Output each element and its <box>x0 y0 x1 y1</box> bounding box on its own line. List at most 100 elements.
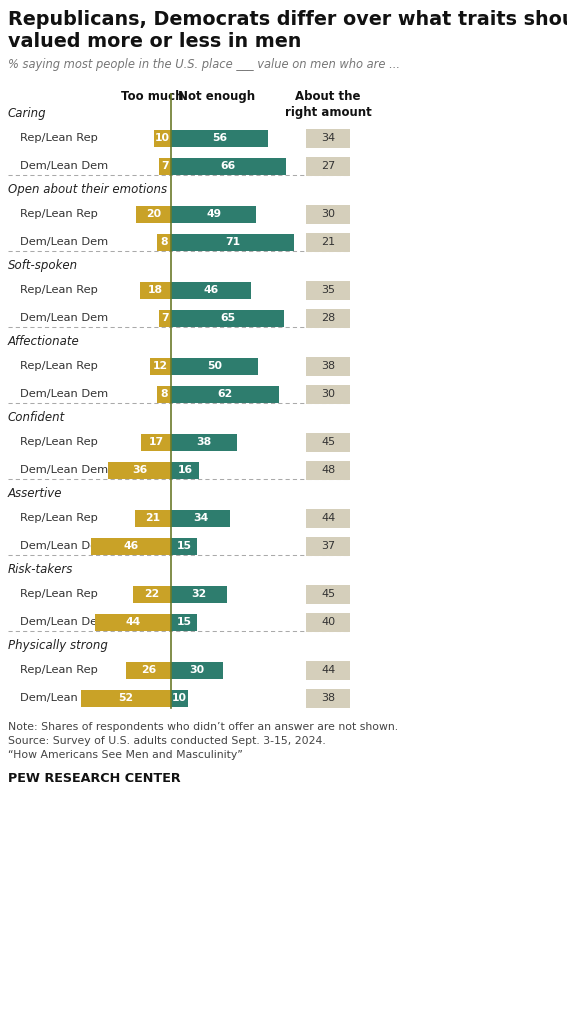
Text: 26: 26 <box>141 665 156 675</box>
Text: valued more or less in men: valued more or less in men <box>8 32 301 51</box>
Bar <box>306 661 350 679</box>
Text: Rep/Lean Rep: Rep/Lean Rep <box>20 361 98 371</box>
Text: Not enough: Not enough <box>177 90 255 103</box>
Text: Rep/Lean Rep: Rep/Lean Rep <box>20 133 98 143</box>
Text: 21: 21 <box>321 237 335 247</box>
Bar <box>306 356 350 375</box>
Text: Dem/Lean Dem: Dem/Lean Dem <box>20 617 108 627</box>
Text: 7: 7 <box>161 313 169 323</box>
Bar <box>171 434 237 450</box>
Text: 32: 32 <box>191 589 206 599</box>
Text: 15: 15 <box>176 541 192 551</box>
Text: 30: 30 <box>321 389 335 399</box>
Text: 44: 44 <box>125 617 141 627</box>
Text: 38: 38 <box>196 437 211 447</box>
Text: 8: 8 <box>160 389 168 399</box>
Bar <box>306 460 350 480</box>
Text: 44: 44 <box>321 513 335 523</box>
Text: Rep/Lean Rep: Rep/Lean Rep <box>20 513 98 523</box>
Bar <box>171 585 227 603</box>
Bar <box>133 585 171 603</box>
Text: 34: 34 <box>193 513 208 523</box>
Bar <box>306 613 350 631</box>
Bar <box>306 584 350 604</box>
Text: 8: 8 <box>160 237 168 247</box>
Text: Open about their emotions: Open about their emotions <box>8 183 167 196</box>
Bar <box>154 130 171 146</box>
Text: % saying most people in the U.S. place ___ value on men who are ...: % saying most people in the U.S. place _… <box>8 58 400 71</box>
Text: 35: 35 <box>321 285 335 295</box>
Text: Rep/Lean Rep: Rep/Lean Rep <box>20 285 98 295</box>
Text: 71: 71 <box>225 237 240 247</box>
Text: 20: 20 <box>146 209 161 219</box>
Text: 10: 10 <box>172 693 187 703</box>
Text: Rep/Lean Rep: Rep/Lean Rep <box>20 209 98 219</box>
Text: 18: 18 <box>148 285 163 295</box>
Text: 30: 30 <box>321 209 335 219</box>
Text: Rep/Lean Rep: Rep/Lean Rep <box>20 437 98 447</box>
Text: Assertive: Assertive <box>8 487 62 500</box>
Text: 44: 44 <box>321 665 335 675</box>
Text: 50: 50 <box>207 361 222 371</box>
Text: “How Americans See Men and Masculinity”: “How Americans See Men and Masculinity” <box>8 750 243 760</box>
Text: 65: 65 <box>220 313 235 323</box>
Text: About the
right amount: About the right amount <box>285 90 371 119</box>
Bar <box>108 461 171 479</box>
Text: Confident: Confident <box>8 411 65 424</box>
Bar <box>150 357 171 374</box>
Text: 45: 45 <box>321 589 335 599</box>
Bar <box>171 461 199 479</box>
Text: Dem/Lean Dem: Dem/Lean Dem <box>20 313 108 323</box>
Text: 56: 56 <box>212 133 227 143</box>
Text: Soft-spoken: Soft-spoken <box>8 259 78 272</box>
Text: Too much: Too much <box>121 90 184 103</box>
Bar <box>91 537 171 554</box>
Text: Republicans, Democrats differ over what traits should be: Republicans, Democrats differ over what … <box>8 10 567 29</box>
Bar <box>306 508 350 528</box>
Bar <box>171 537 197 554</box>
Bar <box>171 158 286 175</box>
Bar <box>171 614 197 630</box>
Bar <box>306 157 350 176</box>
Text: 46: 46 <box>124 541 139 551</box>
Bar <box>142 434 171 450</box>
Bar <box>171 233 294 251</box>
Bar <box>306 688 350 708</box>
Bar <box>95 614 171 630</box>
Bar <box>134 509 171 527</box>
Text: Physically strong: Physically strong <box>8 639 108 652</box>
Text: 38: 38 <box>321 361 335 371</box>
Bar <box>306 280 350 300</box>
Text: 37: 37 <box>321 541 335 551</box>
Text: Dem/Lean Dem: Dem/Lean Dem <box>20 161 108 171</box>
Text: 46: 46 <box>204 285 219 295</box>
Text: 10: 10 <box>155 133 170 143</box>
Bar <box>157 386 171 402</box>
Text: Dem/Lean Dem: Dem/Lean Dem <box>20 541 108 551</box>
Text: 38: 38 <box>321 693 335 703</box>
Text: Dem/Lean Dem: Dem/Lean Dem <box>20 693 108 703</box>
Bar <box>81 690 171 707</box>
Bar <box>306 536 350 555</box>
Text: Dem/Lean Dem: Dem/Lean Dem <box>20 465 108 475</box>
Text: Rep/Lean Rep: Rep/Lean Rep <box>20 665 98 675</box>
Bar <box>159 310 171 326</box>
Text: Affectionate: Affectionate <box>8 335 80 348</box>
Bar <box>306 232 350 252</box>
Text: 52: 52 <box>119 693 133 703</box>
Text: 27: 27 <box>321 161 335 171</box>
Text: Dem/Lean Dem: Dem/Lean Dem <box>20 389 108 399</box>
Text: Rep/Lean Rep: Rep/Lean Rep <box>20 589 98 599</box>
Bar <box>306 129 350 147</box>
Text: 21: 21 <box>145 513 160 523</box>
Text: 22: 22 <box>144 589 159 599</box>
Bar <box>171 357 258 374</box>
Text: 30: 30 <box>189 665 205 675</box>
Text: Source: Survey of U.S. adults conducted Sept. 3-15, 2024.: Source: Survey of U.S. adults conducted … <box>8 736 325 746</box>
Bar <box>139 281 171 299</box>
Bar <box>126 662 171 678</box>
Text: 62: 62 <box>217 389 232 399</box>
Bar <box>171 310 284 326</box>
Text: PEW RESEARCH CENTER: PEW RESEARCH CENTER <box>8 772 180 785</box>
Bar <box>171 130 268 146</box>
